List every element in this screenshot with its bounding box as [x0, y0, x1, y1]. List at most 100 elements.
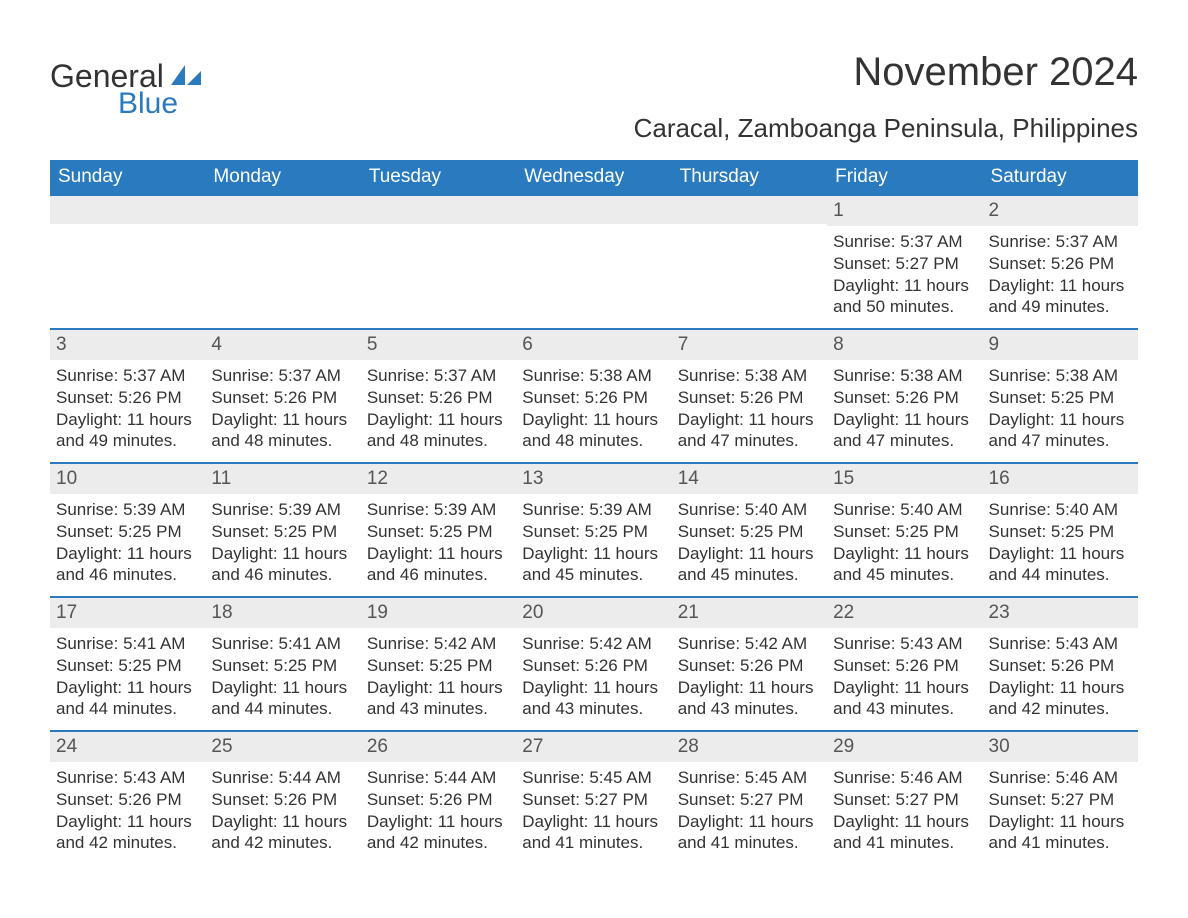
header: General Blue November 2024 Caracal, Zamb…	[50, 50, 1138, 160]
day-cell: 7Sunrise: 5:38 AMSunset: 5:26 PMDaylight…	[672, 328, 827, 462]
day-number: 6	[516, 328, 671, 360]
day-cell: 1Sunrise: 5:37 AMSunset: 5:27 PMDaylight…	[827, 194, 982, 328]
week-row: 10Sunrise: 5:39 AMSunset: 5:25 PMDayligh…	[50, 462, 1138, 596]
day-number: 10	[50, 462, 205, 494]
day-number: 3	[50, 328, 205, 360]
day-details: Sunrise: 5:46 AMSunset: 5:27 PMDaylight:…	[983, 762, 1138, 860]
day-number: 20	[516, 596, 671, 628]
day-cell: 10Sunrise: 5:39 AMSunset: 5:25 PMDayligh…	[50, 462, 205, 596]
day-cell: 22Sunrise: 5:43 AMSunset: 5:26 PMDayligh…	[827, 596, 982, 730]
weekday-header: Wednesday	[516, 160, 671, 194]
day-cell: 6Sunrise: 5:38 AMSunset: 5:26 PMDaylight…	[516, 328, 671, 462]
day-details: Sunrise: 5:45 AMSunset: 5:27 PMDaylight:…	[672, 762, 827, 860]
day-number: 24	[50, 730, 205, 762]
day-details: Sunrise: 5:45 AMSunset: 5:27 PMDaylight:…	[516, 762, 671, 860]
weekday-header: Sunday	[50, 160, 205, 194]
day-cell: 3Sunrise: 5:37 AMSunset: 5:26 PMDaylight…	[50, 328, 205, 462]
day-details: Sunrise: 5:37 AMSunset: 5:26 PMDaylight:…	[205, 360, 360, 458]
day-cell: 5Sunrise: 5:37 AMSunset: 5:26 PMDaylight…	[361, 328, 516, 462]
day-cell: 2Sunrise: 5:37 AMSunset: 5:26 PMDaylight…	[983, 194, 1138, 328]
day-details: Sunrise: 5:41 AMSunset: 5:25 PMDaylight:…	[50, 628, 205, 726]
day-number: 19	[361, 596, 516, 628]
weekday-header-row: SundayMondayTuesdayWednesdayThursdayFrid…	[50, 160, 1138, 194]
day-number: 12	[361, 462, 516, 494]
day-number: 21	[672, 596, 827, 628]
week-row: 17Sunrise: 5:41 AMSunset: 5:25 PMDayligh…	[50, 596, 1138, 730]
day-number: 22	[827, 596, 982, 628]
day-details: Sunrise: 5:44 AMSunset: 5:26 PMDaylight:…	[205, 762, 360, 860]
day-cell: 19Sunrise: 5:42 AMSunset: 5:25 PMDayligh…	[361, 596, 516, 730]
day-number: 14	[672, 462, 827, 494]
day-cell: 13Sunrise: 5:39 AMSunset: 5:25 PMDayligh…	[516, 462, 671, 596]
day-cell: 14Sunrise: 5:40 AMSunset: 5:25 PMDayligh…	[672, 462, 827, 596]
weekday-header: Tuesday	[361, 160, 516, 194]
week-row: 24Sunrise: 5:43 AMSunset: 5:26 PMDayligh…	[50, 730, 1138, 864]
day-details: Sunrise: 5:42 AMSunset: 5:26 PMDaylight:…	[516, 628, 671, 726]
title-block: November 2024 Caracal, Zamboanga Peninsu…	[634, 50, 1138, 160]
day-number: 17	[50, 596, 205, 628]
day-cell: 20Sunrise: 5:42 AMSunset: 5:26 PMDayligh…	[516, 596, 671, 730]
day-details: Sunrise: 5:40 AMSunset: 5:25 PMDaylight:…	[827, 494, 982, 592]
weekday-header: Thursday	[672, 160, 827, 194]
day-number: 2	[983, 194, 1138, 226]
calendar-body: 1Sunrise: 5:37 AMSunset: 5:27 PMDaylight…	[50, 194, 1138, 864]
day-cell: 12Sunrise: 5:39 AMSunset: 5:25 PMDayligh…	[361, 462, 516, 596]
day-cell: 21Sunrise: 5:42 AMSunset: 5:26 PMDayligh…	[672, 596, 827, 730]
day-cell: 24Sunrise: 5:43 AMSunset: 5:26 PMDayligh…	[50, 730, 205, 864]
calendar-table: SundayMondayTuesdayWednesdayThursdayFrid…	[50, 160, 1138, 864]
day-number: 18	[205, 596, 360, 628]
day-number: 8	[827, 328, 982, 360]
day-details: Sunrise: 5:37 AMSunset: 5:26 PMDaylight:…	[983, 226, 1138, 324]
day-number: 23	[983, 596, 1138, 628]
day-number: 4	[205, 328, 360, 360]
day-details: Sunrise: 5:39 AMSunset: 5:25 PMDaylight:…	[205, 494, 360, 592]
day-details: Sunrise: 5:39 AMSunset: 5:25 PMDaylight:…	[50, 494, 205, 592]
day-details: Sunrise: 5:38 AMSunset: 5:26 PMDaylight:…	[827, 360, 982, 458]
empty-cell	[50, 194, 205, 328]
day-details: Sunrise: 5:37 AMSunset: 5:26 PMDaylight:…	[361, 360, 516, 458]
day-number: 1	[827, 194, 982, 226]
day-cell: 26Sunrise: 5:44 AMSunset: 5:26 PMDayligh…	[361, 730, 516, 864]
day-number: 29	[827, 730, 982, 762]
day-details: Sunrise: 5:38 AMSunset: 5:26 PMDaylight:…	[672, 360, 827, 458]
location: Caracal, Zamboanga Peninsula, Philippine…	[634, 113, 1138, 144]
day-cell: 17Sunrise: 5:41 AMSunset: 5:25 PMDayligh…	[50, 596, 205, 730]
day-details: Sunrise: 5:40 AMSunset: 5:25 PMDaylight:…	[983, 494, 1138, 592]
day-cell: 8Sunrise: 5:38 AMSunset: 5:26 PMDaylight…	[827, 328, 982, 462]
day-details: Sunrise: 5:39 AMSunset: 5:25 PMDaylight:…	[516, 494, 671, 592]
week-row: 3Sunrise: 5:37 AMSunset: 5:26 PMDaylight…	[50, 328, 1138, 462]
day-details: Sunrise: 5:44 AMSunset: 5:26 PMDaylight:…	[361, 762, 516, 860]
empty-cell	[205, 194, 360, 328]
day-details: Sunrise: 5:37 AMSunset: 5:27 PMDaylight:…	[827, 226, 982, 324]
day-cell: 30Sunrise: 5:46 AMSunset: 5:27 PMDayligh…	[983, 730, 1138, 864]
day-details: Sunrise: 5:39 AMSunset: 5:25 PMDaylight:…	[361, 494, 516, 592]
day-cell: 23Sunrise: 5:43 AMSunset: 5:26 PMDayligh…	[983, 596, 1138, 730]
empty-cell	[516, 194, 671, 328]
day-details: Sunrise: 5:43 AMSunset: 5:26 PMDaylight:…	[983, 628, 1138, 726]
day-number: 15	[827, 462, 982, 494]
day-number: 13	[516, 462, 671, 494]
empty-cell	[672, 194, 827, 328]
empty-stripe	[672, 194, 827, 224]
day-cell: 27Sunrise: 5:45 AMSunset: 5:27 PMDayligh…	[516, 730, 671, 864]
day-details: Sunrise: 5:42 AMSunset: 5:25 PMDaylight:…	[361, 628, 516, 726]
day-cell: 4Sunrise: 5:37 AMSunset: 5:26 PMDaylight…	[205, 328, 360, 462]
day-details: Sunrise: 5:38 AMSunset: 5:25 PMDaylight:…	[983, 360, 1138, 458]
day-cell: 28Sunrise: 5:45 AMSunset: 5:27 PMDayligh…	[672, 730, 827, 864]
month-title: November 2024	[634, 50, 1138, 95]
day-details: Sunrise: 5:41 AMSunset: 5:25 PMDaylight:…	[205, 628, 360, 726]
day-details: Sunrise: 5:43 AMSunset: 5:26 PMDaylight:…	[827, 628, 982, 726]
day-number: 5	[361, 328, 516, 360]
day-cell: 16Sunrise: 5:40 AMSunset: 5:25 PMDayligh…	[983, 462, 1138, 596]
day-cell: 9Sunrise: 5:38 AMSunset: 5:25 PMDaylight…	[983, 328, 1138, 462]
day-number: 30	[983, 730, 1138, 762]
weekday-header: Friday	[827, 160, 982, 194]
empty-cell	[361, 194, 516, 328]
day-cell: 15Sunrise: 5:40 AMSunset: 5:25 PMDayligh…	[827, 462, 982, 596]
weekday-header: Monday	[205, 160, 360, 194]
empty-stripe	[50, 194, 205, 224]
day-details: Sunrise: 5:46 AMSunset: 5:27 PMDaylight:…	[827, 762, 982, 860]
brand-logo: General Blue	[50, 50, 201, 121]
day-details: Sunrise: 5:42 AMSunset: 5:26 PMDaylight:…	[672, 628, 827, 726]
day-details: Sunrise: 5:43 AMSunset: 5:26 PMDaylight:…	[50, 762, 205, 860]
